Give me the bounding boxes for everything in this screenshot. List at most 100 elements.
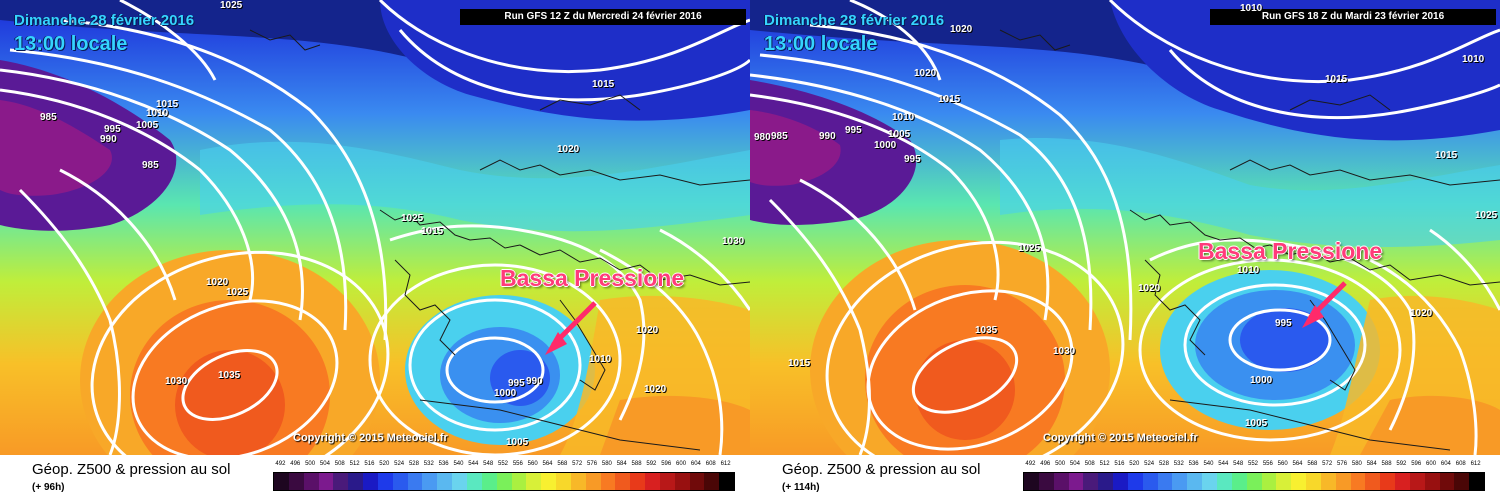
isobar-label: 1000	[874, 140, 897, 151]
colour-scale-swatch	[1157, 473, 1173, 490]
low-pressure-annotation: Bassa Pressione	[1198, 238, 1383, 264]
colour-scale-swatch	[585, 473, 601, 490]
colour-scale-swatch	[1395, 473, 1410, 490]
colour-scale-swatch	[1142, 473, 1158, 490]
colour-scale-swatch	[1083, 473, 1099, 490]
colour-scale-swatch	[392, 473, 408, 490]
colour-scale-tick: 584	[616, 461, 627, 467]
colour-scale-tick: 496	[290, 461, 301, 467]
colour-scale-tick: 608	[705, 461, 716, 467]
colour-scale-tick: 528	[408, 461, 419, 467]
isobar-label: 990	[526, 376, 543, 387]
colour-scale-tick: 552	[497, 461, 509, 467]
colour-scale-swatch	[600, 473, 616, 490]
isobar-label: 1020	[206, 277, 229, 288]
isobar-label: 1020	[1138, 283, 1161, 294]
colour-scale-swatch	[645, 473, 660, 490]
isobar-label: 1025	[401, 213, 424, 224]
isobar-label: 1005	[136, 120, 159, 131]
colour-scale-tick: 548	[483, 461, 494, 467]
colour-scale-swatch	[1291, 473, 1307, 490]
isobar-label: 1030	[1053, 346, 1076, 357]
colour-scale-swatch	[719, 473, 735, 490]
colour-scale-tick: 492	[1025, 461, 1036, 467]
colour-scale-tick: 576	[1337, 461, 1348, 467]
colour-scale-swatch	[1454, 473, 1470, 490]
colour-scale-swatch	[1172, 473, 1188, 490]
isobar-label: 1030	[722, 236, 745, 247]
colour-scale-swatch	[1424, 473, 1440, 490]
colour-scale-tick: 492	[275, 461, 286, 467]
isobar-label: 1020	[557, 144, 580, 155]
low-pressure-annotation: Bassa Pressione	[500, 265, 685, 291]
colour-scale-tick: 608	[1455, 461, 1466, 467]
colour-scale-tick: 600	[676, 461, 687, 467]
colour-scale-tick: 572	[1322, 461, 1333, 467]
colour-scale-tick: 516	[364, 461, 375, 467]
isobar-label: 995	[508, 378, 525, 389]
colour-scale-labels: 492 496 500 504 508 512 516 520 524 528 532 536 540 5…	[273, 461, 733, 471]
isobar-label: 985	[40, 112, 57, 123]
forecast-date: Dimanche 28 février 2016	[764, 12, 945, 29]
colour-scale-swatch	[1231, 473, 1247, 490]
colour-scale-swatch	[541, 473, 557, 490]
colour-scale-tick: 564	[542, 461, 553, 467]
isobar-label: 1035	[975, 325, 998, 336]
colour-scale-tick: 588	[1381, 461, 1392, 467]
run-info-banner: Run GFS 12 Z du Mercredi 24 février 2016	[460, 9, 746, 25]
colour-scale-tick: 604	[1440, 461, 1451, 467]
colour-scale-tick: 600	[1426, 461, 1437, 467]
isobar-label: 1025	[220, 0, 243, 11]
colour-scale-swatch	[1068, 473, 1084, 490]
colour-scale-tick: 512	[1099, 461, 1110, 467]
copyright-notice: Copyright © 2015 Meteociel.fr	[293, 432, 448, 444]
colour-scale-bar	[273, 472, 735, 491]
colour-scale-tick: 536	[438, 461, 449, 467]
colour-scale-swatch	[556, 473, 571, 490]
colour-scale-swatch	[1365, 473, 1381, 490]
colour-scale-tick: 592	[646, 461, 657, 467]
isobar-label: 1015	[788, 358, 811, 369]
colour-scale-swatch	[659, 473, 675, 490]
colour-scale-swatch	[1127, 473, 1143, 490]
colour-scale-swatch	[570, 473, 586, 490]
colour-scale-swatch	[318, 473, 334, 490]
colour-scale-tick: 520	[379, 461, 390, 467]
isobar-label: 990	[100, 134, 117, 145]
isobar-label: 985	[771, 131, 788, 142]
isobar-label: 995	[904, 154, 921, 165]
isobar-label: 1000	[494, 388, 517, 399]
colour-scale-swatch	[1202, 473, 1217, 490]
forecast-time: 13:00 locale	[14, 33, 128, 55]
isobar-label: 1010	[146, 108, 169, 119]
colour-scale-swatch	[303, 473, 319, 490]
isobar-label: 1020	[950, 24, 973, 35]
colour-scale-tick: 500	[1055, 461, 1066, 467]
isobar-label: 1015	[1435, 150, 1458, 161]
colour-scale-swatch	[1350, 473, 1366, 490]
colour-scale-tick: 584	[1366, 461, 1377, 467]
colour-scale-swatch	[511, 473, 527, 490]
isobar-label: 1010	[589, 354, 612, 365]
colour-scale-swatch	[466, 473, 482, 490]
colour-scale-tick: 612	[1470, 461, 1481, 467]
forecast-lead-time: (+ 114h)	[782, 482, 820, 493]
colour-scale-tick: 524	[394, 461, 405, 467]
isobar-label: 1025	[1018, 243, 1041, 254]
colour-scale-tick: 544	[468, 461, 479, 467]
forecast-panel-right: Dimanche 28 février 2016 13:00 locale Ru…	[750, 0, 1500, 500]
colour-scale-tick: 552	[1247, 461, 1259, 467]
colour-scale-tick: 588	[631, 461, 642, 467]
copyright-notice: Copyright © 2015 Meteociel.fr	[1043, 432, 1198, 444]
isobar-label: 1010	[892, 112, 915, 123]
colour-scale-swatch	[1216, 473, 1232, 490]
colour-scale-swatch	[407, 473, 423, 490]
isobar-label: 1005	[1245, 418, 1268, 429]
colour-scale-swatch	[630, 473, 646, 490]
colour-scale-tick: 580	[601, 461, 612, 467]
colour-scale-tick: 560	[527, 461, 538, 467]
colour-scale-swatch	[1113, 473, 1128, 490]
colour-scale-tick: 604	[690, 461, 701, 467]
isobar-label: 1015	[156, 99, 179, 110]
isobar-label: 1005	[506, 437, 529, 448]
